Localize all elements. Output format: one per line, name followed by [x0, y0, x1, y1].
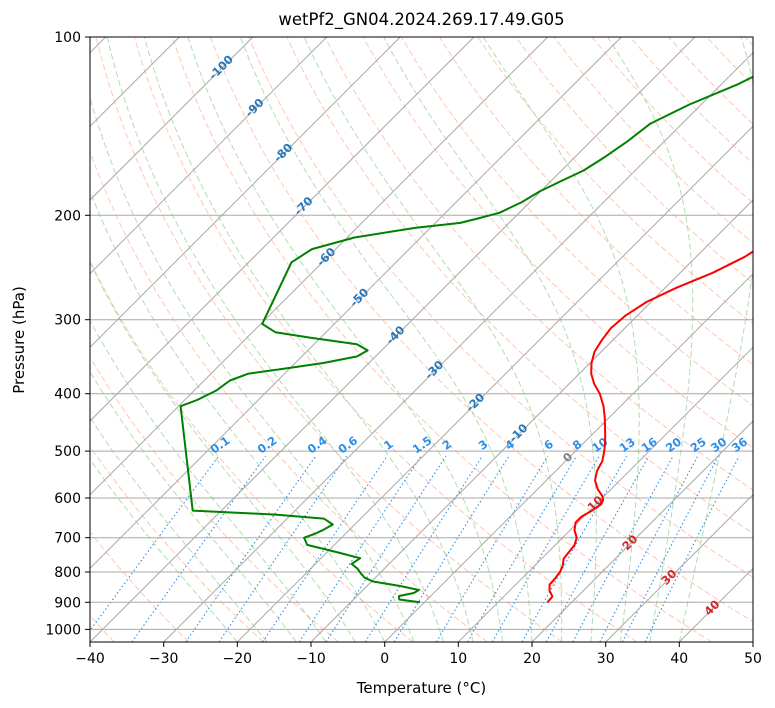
- plot-frame: [89, 36, 754, 643]
- y-tick-label: 800: [54, 565, 81, 581]
- dry-adiabat-line: [515, 37, 753, 284]
- dry-adiabat-line: [90, 445, 264, 642]
- moist-adiabat-line: [187, 37, 503, 642]
- moist-adiabat-line: [90, 458, 238, 642]
- isotherm-line: [90, 37, 401, 349]
- x-tick-label: −30: [149, 651, 179, 667]
- moist-adiabat-line: [143, 37, 474, 642]
- dry-adiabat-line: [95, 37, 563, 642]
- y-tick-label: 100: [54, 30, 81, 46]
- x-axis-ticks: −40 −30 −20 −10 0 10 20 30 40 50: [75, 642, 762, 667]
- dry-adiabat-line: [90, 356, 339, 642]
- x-tick-label: −10: [296, 651, 326, 667]
- pressure-gridlines: [90, 37, 753, 630]
- x-tick-label: 40: [670, 651, 688, 667]
- isotherms: [90, 37, 753, 642]
- dry-adiabat-line: [210, 37, 753, 623]
- y-tick-label: 600: [54, 491, 81, 507]
- dry-adiabat-line: [171, 37, 712, 642]
- y-tick-label: 1000: [45, 622, 81, 638]
- isotherm-line: [90, 37, 549, 496]
- x-tick-label: 20: [523, 651, 541, 667]
- x-tick-label: −20: [223, 651, 253, 667]
- dry-adiabat-line: [133, 37, 638, 642]
- x-tick-label: 0: [380, 651, 389, 667]
- moist-adiabat-line: [678, 37, 753, 642]
- x-axis-label: Temperature (°C): [356, 679, 486, 697]
- moist-adiabat-line: [90, 416, 268, 642]
- moist-adiabat-line: [90, 189, 386, 642]
- mixing-ratio-line: [435, 455, 549, 642]
- mixing-ratio-line: [90, 455, 220, 632]
- isotherm-line: [236, 125, 753, 642]
- mixing-ratio-line: [218, 455, 347, 642]
- moist-adiabat-line: [239, 37, 533, 642]
- dewpoint-series-line: [179, 75, 753, 604]
- dry-adiabat-line: [90, 531, 190, 642]
- plot-area: 0.1 0.2 0.4 0.6 1 1.5 2 3 4 6 8 10 13 16 20 25 30 36-100-…: [90, 37, 753, 642]
- dry-adiabat-line: [248, 37, 753, 578]
- y-tick-label: 900: [54, 595, 81, 611]
- dry-adiabat-line: [90, 150, 488, 642]
- dry-adiabat-line: [400, 37, 753, 407]
- moist-adiabat-line: [482, 37, 640, 642]
- y-tick-label: 700: [54, 531, 81, 547]
- y-axis-label: Pressure (hPa): [10, 286, 28, 394]
- y-tick-label: 200: [54, 208, 81, 224]
- isotherm-line: [90, 37, 696, 642]
- isotherm-line: [457, 346, 753, 642]
- x-tick-label: −40: [75, 651, 105, 667]
- isotherm-line: [163, 51, 753, 642]
- x-tick-label: 30: [597, 651, 615, 667]
- moist-adiabats: [90, 37, 753, 642]
- dry-adiabats: [90, 37, 753, 642]
- isotherm-line: [90, 37, 475, 422]
- y-tick-label: 400: [54, 387, 81, 403]
- isotherm-line: [90, 37, 254, 201]
- isotherm-line: [384, 272, 753, 642]
- x-tick-label: 10: [449, 651, 467, 667]
- isotherm-line: [531, 420, 753, 642]
- moist-adiabat-line: [106, 37, 445, 642]
- y-tick-label: 300: [54, 313, 81, 329]
- isotherm-line: [310, 199, 753, 642]
- isotherm-line: [90, 37, 328, 275]
- chart-title: wetPf2_GN04.2024.269.17.49.G05: [278, 10, 564, 30]
- moist-adiabat-line: [383, 37, 597, 642]
- moist-adiabat-line: [90, 260, 356, 642]
- y-tick-label: 500: [54, 444, 81, 460]
- dry-adiabat-line: [438, 37, 753, 366]
- moist-adiabat-line: [90, 370, 297, 642]
- isotherm-line: [605, 493, 753, 642]
- x-tick-label: 50: [744, 651, 762, 667]
- moist-adiabat-line: [303, 37, 563, 642]
- mixing-ratio-line: [185, 455, 317, 642]
- mixing-ratio-line: [467, 455, 577, 642]
- y-axis-ticks: 100 200 300 400 500 600 700 800 900 1000: [45, 30, 90, 638]
- temperature-series-line: [546, 250, 753, 603]
